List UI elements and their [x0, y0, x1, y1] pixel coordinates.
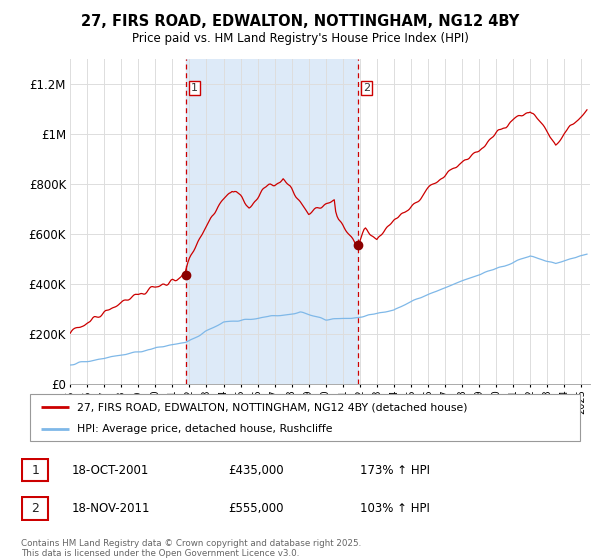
FancyBboxPatch shape — [30, 394, 580, 441]
Text: £555,000: £555,000 — [228, 502, 284, 515]
Text: 2: 2 — [31, 502, 40, 515]
Text: HPI: Average price, detached house, Rushcliffe: HPI: Average price, detached house, Rush… — [77, 424, 332, 435]
Bar — [186, 59, 358, 384]
Text: 1: 1 — [31, 464, 40, 477]
Text: Price paid vs. HM Land Registry's House Price Index (HPI): Price paid vs. HM Land Registry's House … — [131, 32, 469, 45]
Text: £435,000: £435,000 — [228, 464, 284, 477]
Text: Contains HM Land Registry data © Crown copyright and database right 2025.
This d: Contains HM Land Registry data © Crown c… — [21, 539, 361, 558]
FancyBboxPatch shape — [22, 459, 49, 482]
Text: 173% ↑ HPI: 173% ↑ HPI — [360, 464, 430, 477]
Text: 103% ↑ HPI: 103% ↑ HPI — [360, 502, 430, 515]
Text: 2: 2 — [363, 83, 370, 93]
Text: 1: 1 — [191, 83, 198, 93]
Text: 27, FIRS ROAD, EDWALTON, NOTTINGHAM, NG12 4BY: 27, FIRS ROAD, EDWALTON, NOTTINGHAM, NG1… — [81, 14, 519, 29]
Text: 18-OCT-2001: 18-OCT-2001 — [72, 464, 149, 477]
Text: 18-NOV-2011: 18-NOV-2011 — [72, 502, 151, 515]
FancyBboxPatch shape — [22, 497, 49, 520]
Text: 27, FIRS ROAD, EDWALTON, NOTTINGHAM, NG12 4BY (detached house): 27, FIRS ROAD, EDWALTON, NOTTINGHAM, NG1… — [77, 402, 467, 412]
